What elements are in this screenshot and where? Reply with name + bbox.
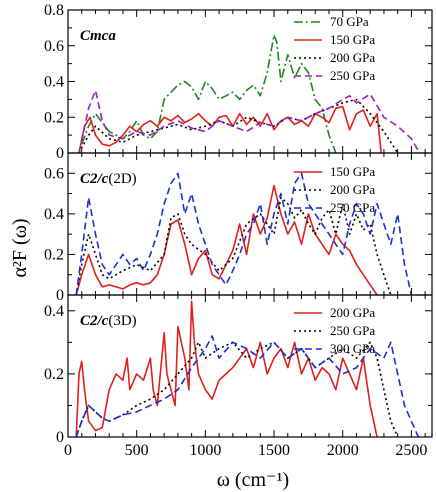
- legend-label-3: 200 GPa: [330, 50, 375, 65]
- panels: 0 0.2 0.4 0.6 0.8 Cmca 70 GPa 150 GPa 200 GPa 250…: [44, 2, 433, 459]
- series-group: [75, 300, 420, 437]
- series-line-1: [80, 34, 337, 153]
- series-line-1: [75, 300, 378, 437]
- y-tick-label: 0: [56, 429, 64, 446]
- panel-3: 0 0.2 0.4 0 500 1000 1500 2000 2500 C2/c(3D) 200 G…: [44, 294, 433, 459]
- legend-label-1: 200 GPa: [330, 305, 375, 320]
- y-tick-label: 0.2: [44, 109, 64, 126]
- legend-label-3: 300 GPa: [330, 341, 375, 356]
- y-tick-label: 0.6: [44, 165, 64, 182]
- x-tick-label: 2500: [395, 442, 427, 459]
- y-tick-label: 0.6: [44, 38, 64, 55]
- series-line-2: [75, 341, 399, 437]
- y-tick-label: 0.4: [44, 303, 64, 320]
- legend-label-2: 250 GPa: [330, 323, 375, 338]
- legend-label-4: 250 GPa: [330, 68, 375, 83]
- series-group: [78, 34, 421, 153]
- y-tick-label: 0.2: [44, 246, 64, 263]
- y-tick-label: 0: [56, 145, 64, 162]
- x-tick-label: 1500: [258, 442, 290, 459]
- plot-frame: [67, 9, 433, 154]
- x-axis-label: ω (cm⁻¹): [217, 469, 289, 491]
- panel-2: 0 0.2 0.4 0.6 C2/c(2D) 150 GPa 200 GPa 250 GPa: [44, 152, 433, 304]
- panel-label: C2/c(2D): [80, 171, 137, 187]
- series-line-4: [78, 89, 421, 153]
- y-tick-label: 0: [56, 287, 64, 304]
- x-tick-label: 2000: [327, 442, 359, 459]
- plot-frame: [67, 294, 433, 438]
- y-tick-label: 0.8: [44, 2, 64, 19]
- x-tick-label: 1000: [189, 442, 221, 459]
- series-line-2: [75, 196, 392, 295]
- y-tick-label: 0.4: [44, 74, 64, 91]
- x-tick-label: 0: [64, 442, 72, 459]
- series-group: [75, 172, 413, 295]
- y-tick-label: 0.4: [44, 206, 64, 223]
- panel-label: C2/c(3D): [80, 313, 137, 329]
- y-axis-label: α²F (ω): [9, 218, 31, 277]
- legend-label-3: 250 GPa: [330, 200, 375, 215]
- y-tick-label: 0.2: [44, 366, 64, 383]
- series-line-3: [78, 98, 399, 153]
- x-tick-label: 500: [125, 442, 149, 459]
- panel-1: 0 0.2 0.4 0.6 0.8 Cmca 70 GPa 150 GPa 200 GPa 250…: [44, 2, 433, 162]
- legend-label-1: 70 GPa: [330, 14, 369, 29]
- panel-label: Cmca: [80, 28, 116, 44]
- legend-label-1: 150 GPa: [330, 164, 375, 179]
- series-line-2: [78, 105, 382, 153]
- legend-label-2: 200 GPa: [330, 182, 375, 197]
- legend-label-2: 150 GPa: [330, 32, 375, 47]
